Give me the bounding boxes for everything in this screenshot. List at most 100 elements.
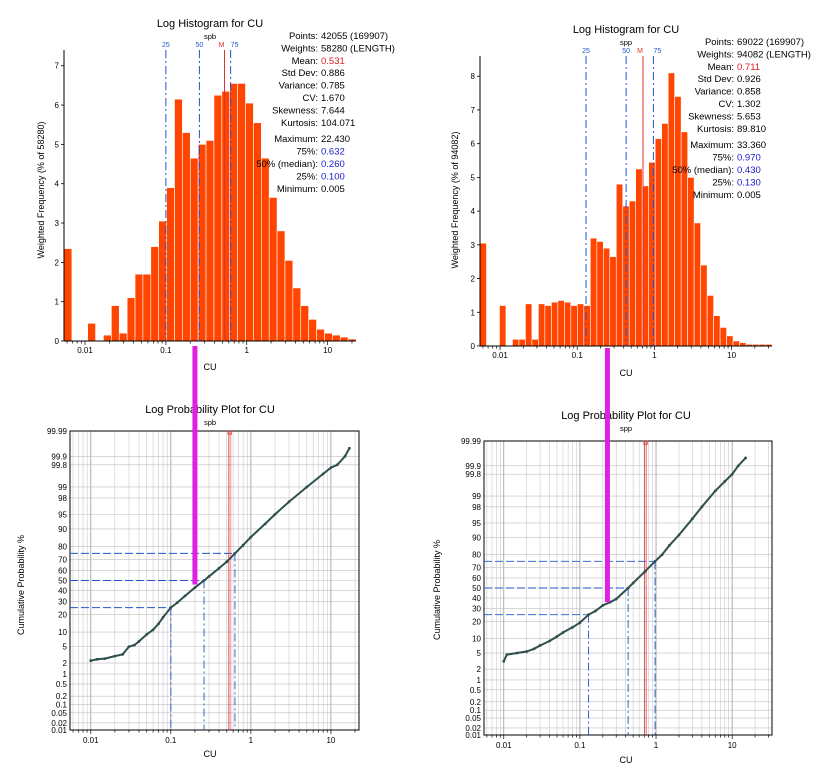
- histogram-bar: [316, 328, 325, 342]
- histogram-bar: [479, 242, 487, 347]
- histogram-bar: [609, 256, 617, 347]
- probability-point: [502, 659, 506, 663]
- stat-label: Minimum:: [693, 190, 734, 201]
- stat-value: 5.653: [737, 111, 761, 122]
- probability-point: [538, 644, 542, 647]
- probability-point: [677, 533, 681, 537]
- stat-label: CV:: [303, 93, 318, 104]
- stat-label: 75%:: [712, 153, 734, 164]
- stat-value: 1.670: [321, 93, 345, 104]
- stat-value: 0.711: [737, 62, 760, 73]
- stat-label: 50% (median):: [256, 159, 318, 170]
- y-tick-label: 0.2: [56, 692, 68, 701]
- histogram-bar: [583, 305, 591, 347]
- probability-point: [555, 635, 559, 638]
- x-tick-label: 1: [652, 351, 657, 360]
- left-probability-title: Log Probability Plot for CU: [145, 404, 275, 416]
- left-histogram-x-axis-label: CU: [204, 362, 217, 372]
- right-probability-x-axis-label: CU: [620, 755, 633, 765]
- stat-value: 33.360: [737, 140, 766, 151]
- probability-point: [343, 454, 347, 458]
- probability-point: [561, 631, 565, 634]
- quartile-marker-label: 50: [196, 42, 204, 49]
- probability-point: [614, 597, 618, 601]
- histogram-bar: [577, 303, 585, 347]
- stat-value: 69022 (169907): [737, 37, 804, 48]
- probability-point: [193, 586, 197, 589]
- y-tick-label: 0.2: [470, 698, 482, 707]
- probability-point: [263, 522, 267, 526]
- probability-point: [653, 559, 657, 563]
- stat-label: Variance:: [695, 87, 734, 98]
- stat-value: 22.430: [321, 134, 350, 145]
- histogram-bar: [713, 315, 721, 347]
- probability-point: [321, 472, 325, 476]
- mean-marker-label: M: [227, 430, 232, 437]
- histogram-bar: [570, 305, 578, 347]
- stat-value: 104.071: [321, 118, 355, 129]
- probability-point: [89, 659, 93, 663]
- probability-point: [145, 633, 149, 636]
- stat-value: 0.632: [321, 147, 345, 158]
- y-tick-label: 5: [477, 649, 482, 658]
- stat-label: 50% (median):: [672, 165, 734, 176]
- histogram-bar: [63, 248, 73, 342]
- histogram-bar: [596, 241, 604, 347]
- histogram-bar: [103, 334, 112, 342]
- histogram-bar: [87, 322, 96, 342]
- probability-point: [137, 639, 141, 643]
- histogram-bar: [142, 273, 152, 342]
- x-tick-label: 0.1: [574, 741, 586, 750]
- probability-point: [631, 581, 635, 585]
- probability-point: [594, 609, 597, 613]
- y-tick-label: 80: [58, 543, 67, 552]
- histogram-bar: [551, 301, 559, 347]
- probability-point: [643, 570, 647, 574]
- right-probability-y-axis-label: Cumulative Probability %: [432, 540, 442, 640]
- probability-point: [660, 553, 664, 557]
- y-tick-label: 1: [477, 676, 482, 685]
- y-tick-label: 0.1: [470, 706, 482, 715]
- stat-label: Std Dev:: [282, 68, 318, 79]
- y-tick-label: 0.05: [51, 709, 67, 718]
- histogram-bar: [635, 168, 643, 347]
- y-tick-label: 0.01: [465, 731, 481, 740]
- quartile-marker-label: 75: [654, 48, 662, 55]
- y-tick-label: 99.99: [47, 427, 68, 436]
- stat-label: Mean:: [708, 62, 734, 73]
- probability-point: [329, 466, 333, 470]
- stat-value: 0.926: [737, 74, 761, 85]
- stat-label: 25%:: [712, 177, 734, 188]
- stat-label: Minimum:: [277, 184, 318, 195]
- histogram-bar: [213, 94, 223, 342]
- magenta-highlight-bar: [192, 346, 198, 585]
- stat-value: 0.130: [737, 177, 761, 188]
- y-tick-label: 5: [471, 173, 476, 182]
- stat-label: Mean:: [292, 56, 318, 67]
- stat-label: Skewness:: [688, 111, 734, 122]
- histogram-bar: [732, 340, 740, 347]
- probability-point: [700, 505, 704, 509]
- histogram-bar: [726, 335, 734, 347]
- probability-point: [132, 643, 136, 647]
- stat-label: Kurtosis:: [281, 118, 318, 129]
- y-tick-label: 8: [471, 72, 476, 81]
- histogram-bar: [324, 332, 333, 342]
- probability-point: [161, 615, 165, 619]
- quartile-marker-label: 25: [162, 42, 170, 49]
- probability-point: [151, 628, 155, 632]
- right-probability-plot: Log Probability Plot for CU spp CU Cumul…: [432, 348, 773, 765]
- probability-point: [169, 606, 173, 610]
- histogram-bar: [118, 332, 128, 342]
- quartile-marker-label: 75: [231, 42, 239, 49]
- y-tick-label: 90: [58, 525, 67, 534]
- y-tick-label: 3: [471, 241, 476, 250]
- histogram-bar: [111, 305, 120, 342]
- probability-point: [578, 621, 582, 625]
- y-tick-label: 98: [58, 494, 67, 503]
- probability-point: [175, 601, 179, 605]
- y-tick-label: 0.1: [56, 701, 68, 710]
- x-tick-label: 0.1: [572, 351, 584, 360]
- stat-value: 1.302: [737, 99, 761, 110]
- y-tick-label: 30: [58, 598, 67, 607]
